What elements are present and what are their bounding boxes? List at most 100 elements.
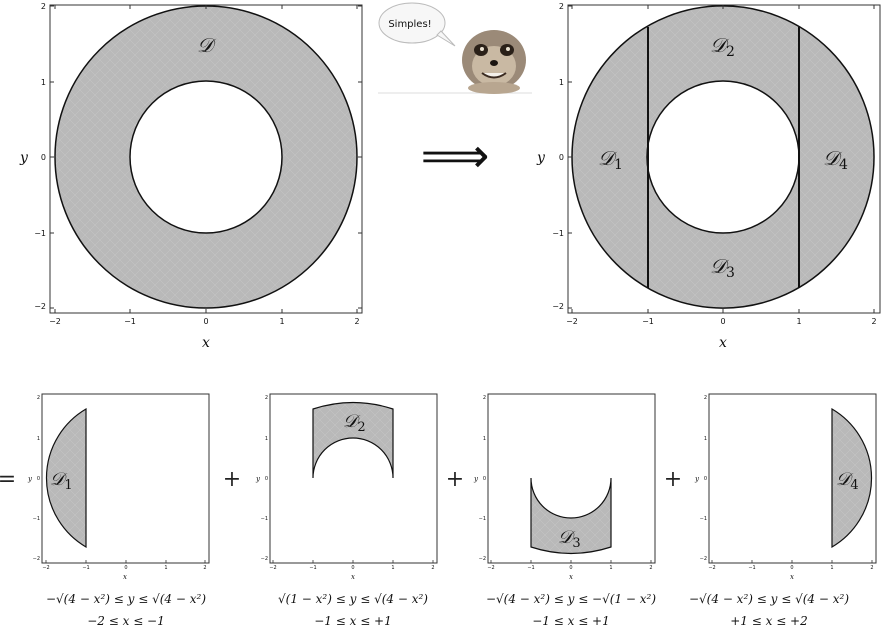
y-tick-label: −1 (552, 229, 564, 238)
y-ticks (50, 5, 362, 309)
y-tick-label: 0 (559, 153, 564, 162)
x-tick-label: −2 (708, 565, 715, 571)
y-tick-label: −2 (34, 302, 46, 311)
meerkat-face-icon (462, 30, 526, 94)
y-tick-label: −2 (552, 302, 564, 311)
y-tick-label: 0 (37, 476, 40, 482)
speech-bubble: Simples! (378, 2, 456, 47)
x-tick-label: 0 (790, 565, 793, 571)
x-tick-label: 2 (431, 565, 434, 571)
plot-d4: −2 −1 0 1 2 −2 −1 0 1 2 x y 𝒟4 (694, 393, 877, 581)
x-tick-label: 2 (203, 565, 206, 571)
y-tick-label: 1 (483, 436, 486, 442)
x-axis-label: x (202, 335, 210, 351)
x-ticks (54, 5, 358, 313)
bounds-x-d3: −1 ≤ x ≤ +1 (532, 614, 610, 628)
region-d4 (831, 407, 873, 549)
bounds-y-d2: √(1 − x²) ≤ y ≤ √(4 − x²) (278, 592, 428, 606)
meerkat-illustration: Simples! (378, 0, 532, 94)
x-tick-label: 1 (279, 317, 284, 326)
y-tick-label: 2 (559, 2, 564, 11)
bounds-x-d1: −2 ≤ x ≤ −1 (87, 614, 165, 628)
region-d3 (530, 477, 612, 555)
x-axis-label: x (790, 573, 794, 581)
plot-annulus: −2 −1 0 1 2 −2 −1 0 1 2 x y 𝒟 (19, 2, 363, 351)
y-tick-label: 1 (559, 78, 564, 87)
equals-sign: = (0, 467, 16, 492)
x-tick-label: 1 (830, 565, 833, 571)
y-tick-label: 2 (41, 2, 46, 11)
region-label-d1: 𝒟1 (598, 146, 623, 173)
x-ticks (571, 5, 875, 313)
x-axis-label: x (123, 573, 127, 581)
x-axis-label: x (569, 573, 573, 581)
x-tick-label: 0 (720, 317, 725, 326)
x-axis-label: x (351, 573, 355, 581)
y-tick-label: −2 (700, 556, 707, 562)
bounds-x-d4: +1 ≤ x ≤ +2 (730, 614, 808, 628)
y-tick-label: −1 (261, 516, 268, 522)
x-tick-label: 1 (391, 565, 394, 571)
region-label-d1: 𝒟1 (50, 469, 73, 493)
x-tick-label: −2 (49, 317, 61, 326)
implies-arrow: ⟹ (421, 128, 490, 184)
x-tick-label: −2 (269, 565, 276, 571)
region-d2 (312, 401, 394, 479)
y-tick-label: −1 (34, 229, 46, 238)
bounds-y-d4: −√(4 − x²) ≤ y ≤ √(4 − x²) (688, 592, 849, 606)
y-tick-label: −2 (33, 556, 40, 562)
x-tick-label: −1 (748, 565, 755, 571)
y-tick-label: 2 (265, 395, 268, 401)
y-tick-label: 1 (704, 436, 707, 442)
x-axis-label: x (719, 335, 727, 351)
plot-d1: −2 −1 0 1 2 −2 −1 0 1 2 x y 𝒟1 (27, 393, 210, 581)
y-axis-label: y (27, 475, 33, 483)
x-tick-label: 2 (354, 317, 359, 326)
x-tick-label: −1 (527, 565, 534, 571)
x-tick-label: 0 (351, 565, 354, 571)
y-axis-label: y (536, 150, 546, 166)
bounds-x-d2: −1 ≤ x ≤ +1 (314, 614, 392, 628)
y-tick-label: 1 (265, 436, 268, 442)
y-tick-label: 2 (37, 395, 40, 401)
y-tick-label: −1 (33, 516, 40, 522)
y-tick-label: 0 (704, 476, 707, 482)
region-d1 (45, 407, 87, 549)
bounds-y-d3: −√(4 − x²) ≤ y ≤ −√(1 − x²) (485, 592, 657, 606)
x-tick-label: 2 (649, 565, 652, 571)
y-axis-label: y (19, 150, 29, 166)
plus-sign: + (446, 467, 464, 492)
plus-sign: + (223, 467, 241, 492)
x-tick-label: 0 (124, 565, 127, 571)
x-tick-label: −1 (309, 565, 316, 571)
y-tick-label: −2 (261, 556, 268, 562)
x-tick-label: 1 (609, 565, 612, 571)
region-label-d3: 𝒟3 (710, 254, 735, 281)
bounds-y-d1: −√(4 − x²) ≤ y ≤ √(4 − x²) (45, 592, 206, 606)
y-tick-label: −1 (479, 516, 486, 522)
x-tick-label: −1 (82, 565, 89, 571)
x-tick-label: −2 (487, 565, 494, 571)
y-tick-label: 2 (483, 395, 486, 401)
y-tick-label: 2 (704, 395, 707, 401)
region-label-d2: 𝒟2 (343, 411, 366, 435)
y-axis-label: y (473, 475, 479, 483)
y-tick-label: 0 (41, 153, 46, 162)
y-tick-label: 0 (483, 476, 486, 482)
x-tick-label: −2 (42, 565, 49, 571)
x-tick-label: 2 (870, 565, 873, 571)
y-tick-label: 0 (265, 476, 268, 482)
x-tick-label: 0 (203, 317, 208, 326)
y-tick-label: 1 (41, 78, 46, 87)
y-tick-label: −2 (479, 556, 486, 562)
y-axis-label: y (255, 475, 261, 483)
annulus-region (54, 5, 358, 309)
x-tick-label: 0 (569, 565, 572, 571)
plus-sign: + (664, 467, 682, 492)
x-tick-label: −1 (124, 317, 136, 326)
x-tick-label: 1 (796, 317, 801, 326)
region-label-d3: 𝒟3 (558, 527, 581, 551)
plot-split-annulus: −2 −1 0 1 2 −2 −1 0 1 2 x y 𝒟1 𝒟2 𝒟3 𝒟4 (536, 2, 881, 351)
plot-d3: −2 −1 0 1 2 −2 −1 0 1 2 x y 𝒟3 (473, 393, 656, 581)
